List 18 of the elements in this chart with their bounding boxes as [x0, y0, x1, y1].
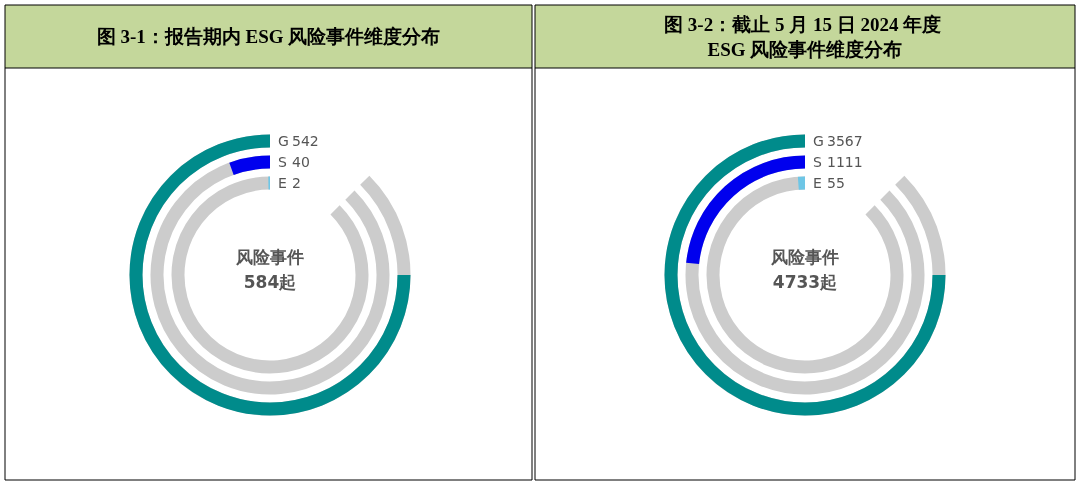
category-label: G — [813, 133, 824, 149]
text: 图 3-2：截止 5 月 15 日 2024 年度 ESG 风险事件维度分布 — [664, 14, 946, 60]
data-label: 1111 — [827, 154, 863, 170]
data-label: 2 — [292, 175, 301, 191]
category-label: G — [278, 133, 289, 149]
data-label: 40 — [292, 154, 310, 170]
category-label: S — [278, 154, 287, 170]
text: 图 3-1：报告期内 ESG 风险事件维度分布 — [96, 26, 441, 47]
text: 584起 — [243, 272, 297, 292]
category-label: E — [813, 175, 822, 191]
category-label: E — [278, 175, 287, 191]
text: 4733起 — [772, 272, 838, 292]
text: 风险事件 — [770, 247, 839, 267]
category-label: S — [813, 154, 822, 170]
text: 风险事件 — [235, 247, 304, 267]
data-label: 55 — [827, 175, 845, 191]
data-label: 3567 — [827, 133, 863, 149]
data-label: 542 — [292, 133, 319, 149]
